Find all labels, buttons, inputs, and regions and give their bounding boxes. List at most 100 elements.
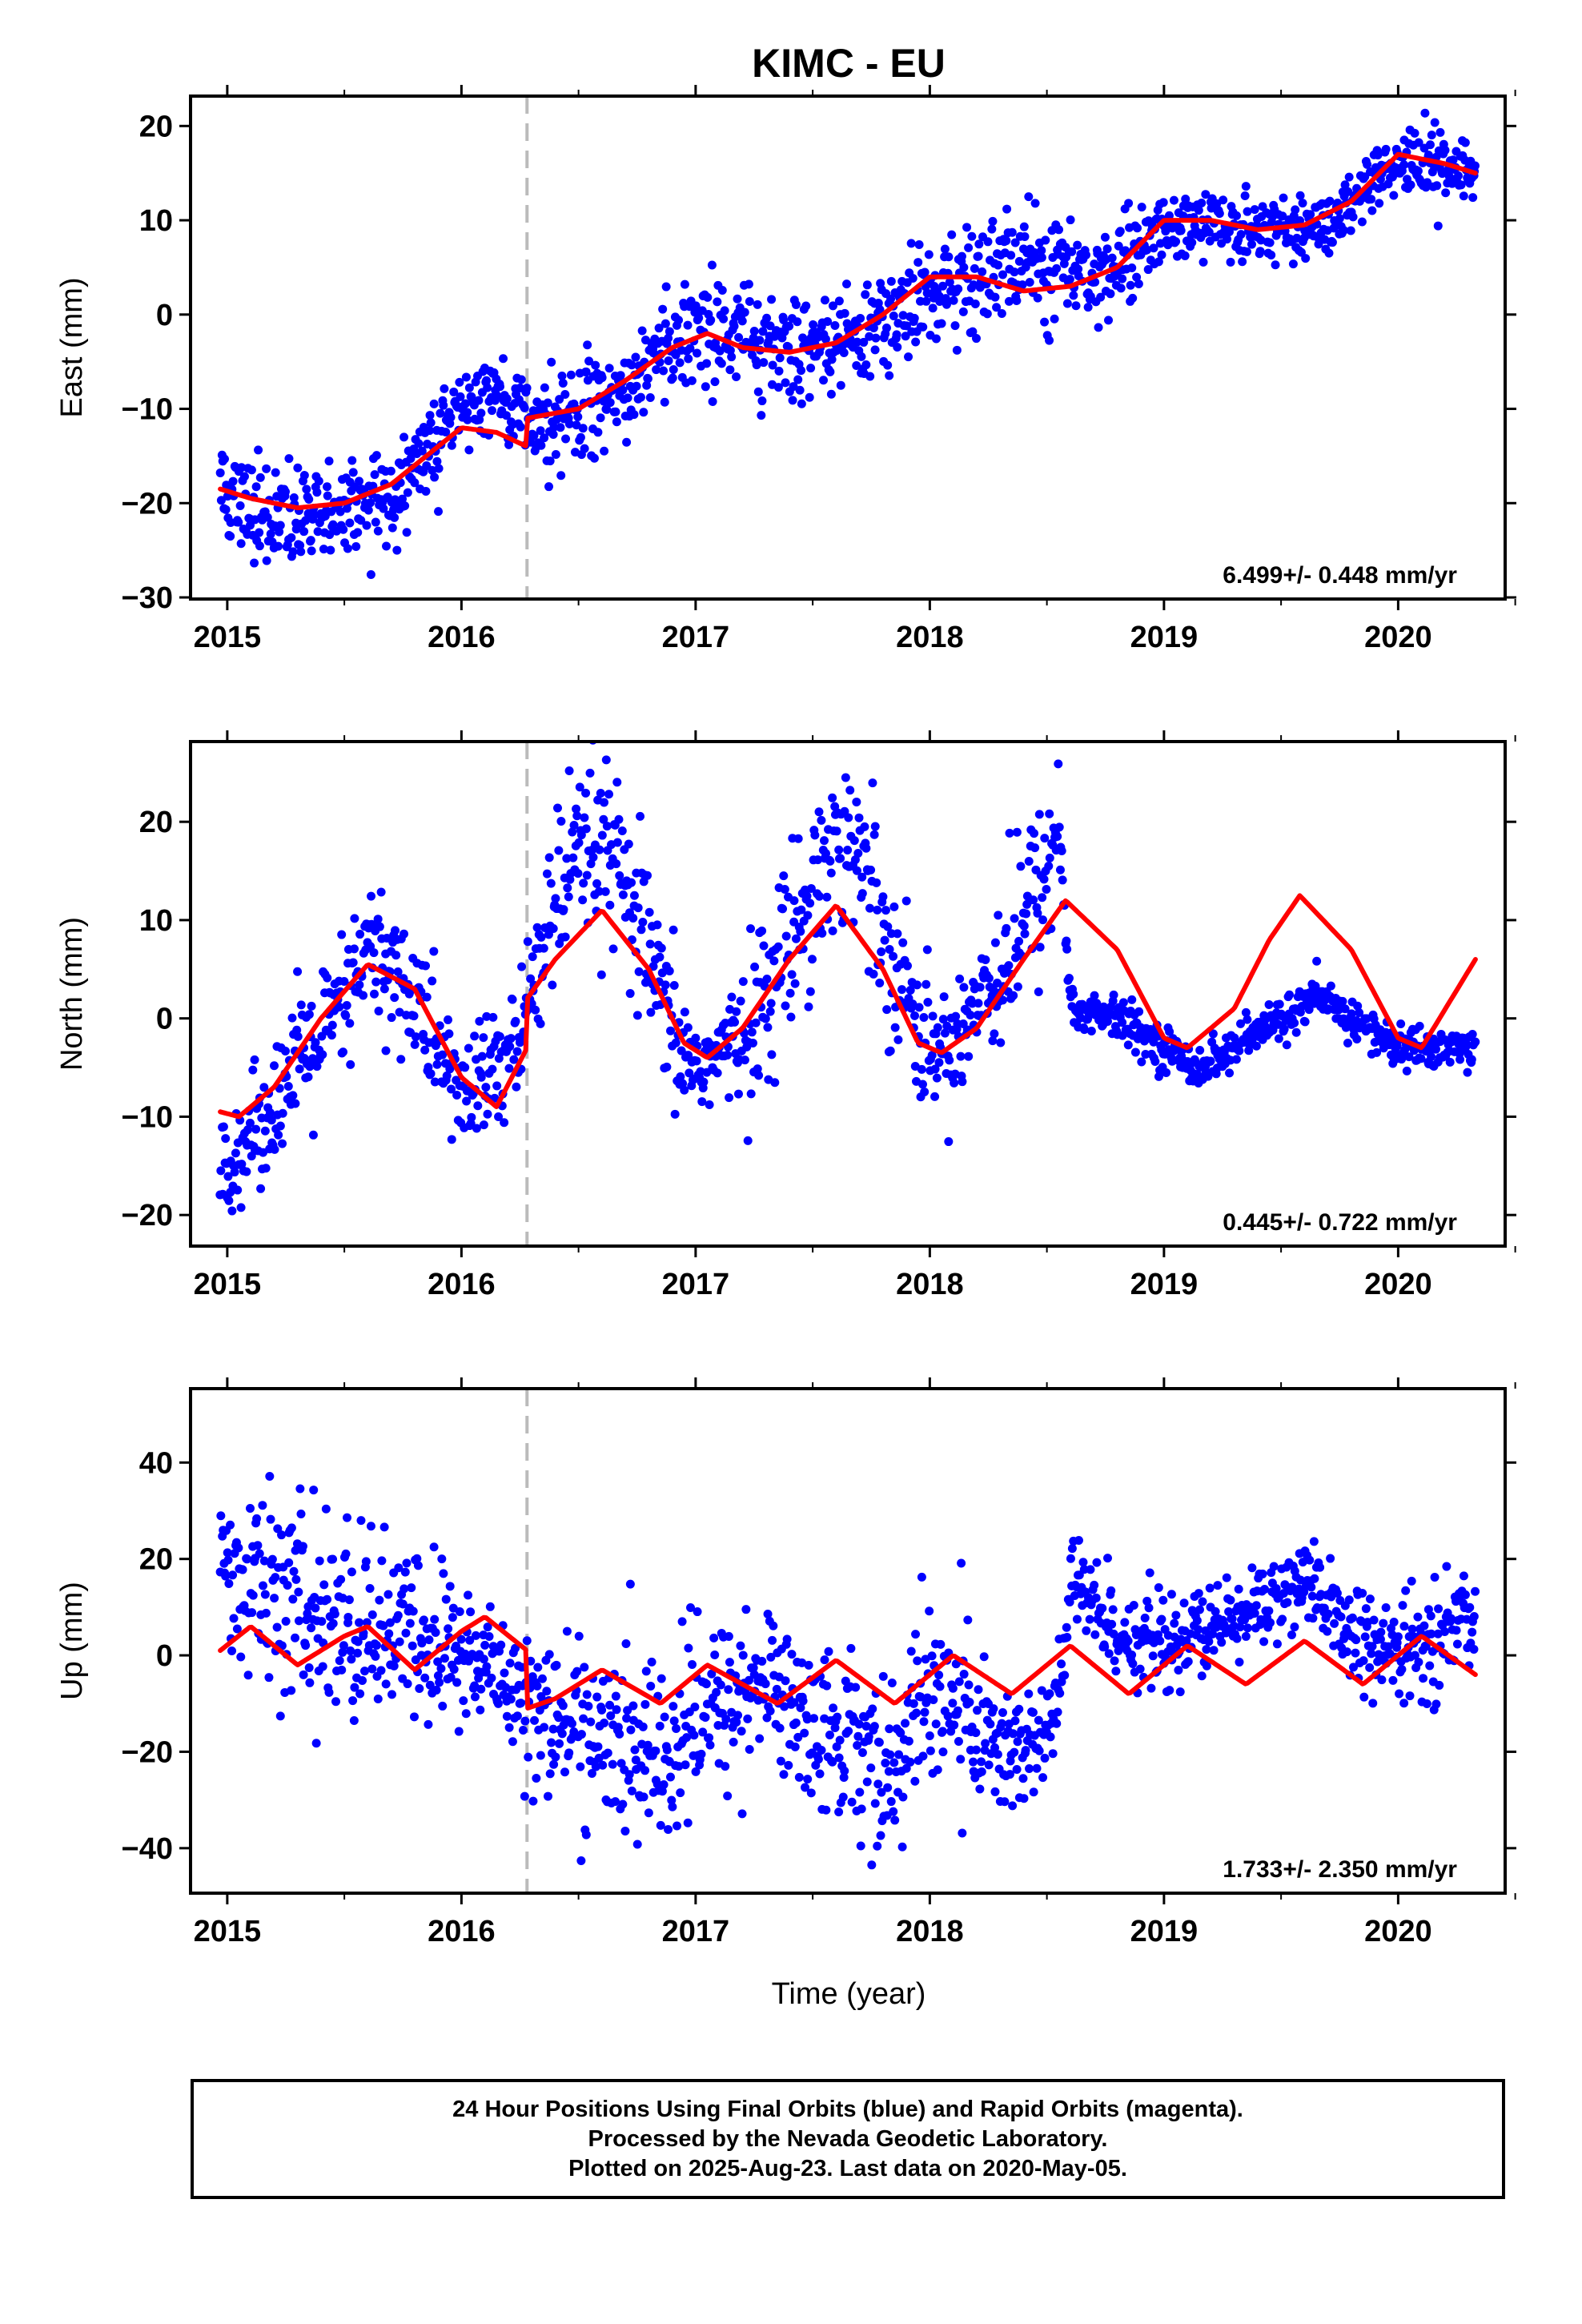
data-point [559, 905, 568, 915]
data-point [1171, 1610, 1181, 1620]
data-point [705, 1733, 714, 1743]
data-point [1201, 1626, 1211, 1635]
data-point [1461, 1041, 1471, 1051]
data-point [1441, 188, 1451, 198]
data-point [674, 316, 684, 325]
data-point [463, 408, 472, 417]
data-point [1019, 1794, 1029, 1803]
data-point [1158, 1595, 1168, 1605]
data-point [703, 292, 713, 302]
data-point [1326, 981, 1335, 991]
data-point [341, 1549, 351, 1558]
data-point [1425, 140, 1435, 150]
data-point [1034, 987, 1043, 997]
data-point [1013, 982, 1022, 991]
data-point [781, 378, 790, 388]
data-point [1427, 1052, 1436, 1062]
data-point [832, 1742, 841, 1751]
data-point [873, 905, 882, 915]
data-point [1019, 222, 1029, 231]
data-point [479, 1033, 488, 1043]
data-point [272, 1622, 282, 1632]
data-point [494, 1112, 504, 1122]
data-point [1359, 1692, 1369, 1702]
data-point [936, 1639, 946, 1649]
data-point [242, 1554, 251, 1564]
data-point [885, 1724, 894, 1734]
data-point [1416, 1054, 1426, 1063]
data-point [723, 1791, 733, 1801]
data-point [845, 786, 855, 795]
data-point [1109, 990, 1118, 999]
data-point [746, 1089, 756, 1099]
data-point [420, 1045, 430, 1055]
data-point [324, 1687, 334, 1697]
data-point [287, 533, 296, 542]
data-point [1377, 1675, 1387, 1685]
data-point [885, 1750, 895, 1759]
data-point [786, 1012, 796, 1022]
data-point [720, 306, 729, 316]
data-point [551, 449, 560, 459]
data-point [564, 766, 574, 775]
data-point [625, 1579, 635, 1589]
data-point [516, 422, 525, 432]
data-point [582, 1690, 592, 1699]
data-point [1179, 1598, 1189, 1608]
data-point [1243, 207, 1252, 216]
data-point [861, 843, 871, 853]
data-point [1082, 250, 1091, 259]
data-point [1033, 293, 1042, 303]
data-point [944, 1137, 954, 1147]
data-point [600, 446, 609, 456]
data-point [1463, 1068, 1472, 1077]
data-point [1109, 1629, 1118, 1638]
data-point [1379, 1618, 1388, 1628]
data-point [589, 743, 596, 745]
data-point [229, 1614, 239, 1623]
data-point [878, 1671, 888, 1681]
data-point [820, 1655, 829, 1665]
data-point [1401, 1586, 1411, 1595]
data-point [558, 1701, 568, 1711]
data-point [889, 311, 898, 320]
data-point [1006, 251, 1016, 260]
data-point [1357, 217, 1367, 227]
data-point [1171, 237, 1181, 247]
data-point [866, 865, 876, 875]
data-point [1335, 214, 1344, 223]
data-point [1069, 989, 1078, 999]
data-point [1271, 260, 1280, 270]
velocity-rate-label: 6.499+/- 0.448 mm/yr [1223, 562, 1457, 589]
data-point [438, 1701, 448, 1711]
data-point [1104, 316, 1114, 325]
data-point [1045, 853, 1054, 862]
data-point [270, 1594, 279, 1603]
data-point [560, 932, 570, 942]
data-point [548, 1724, 558, 1734]
data-point [574, 838, 584, 847]
data-point [1423, 151, 1433, 160]
data-point [250, 558, 259, 568]
data-point [930, 1092, 940, 1101]
chart-title: KIMC - EU [752, 41, 946, 86]
data-point [825, 1730, 834, 1739]
data-point [1304, 1005, 1314, 1015]
data-point [687, 1660, 697, 1670]
data-point [1137, 203, 1146, 212]
data-point [271, 1573, 280, 1582]
data-point [1194, 206, 1203, 215]
data-point [335, 1656, 344, 1666]
data-point [291, 1099, 300, 1108]
data-point [247, 465, 256, 475]
data-point [925, 1731, 934, 1741]
data-point [266, 1514, 275, 1524]
data-point [996, 1038, 1006, 1047]
data-point [564, 892, 573, 902]
data-point [1060, 1671, 1070, 1680]
data-point [237, 1160, 247, 1169]
data-point [729, 1737, 738, 1747]
data-point [1351, 1648, 1360, 1658]
data-point [555, 1739, 564, 1748]
data-point [259, 1148, 268, 1157]
